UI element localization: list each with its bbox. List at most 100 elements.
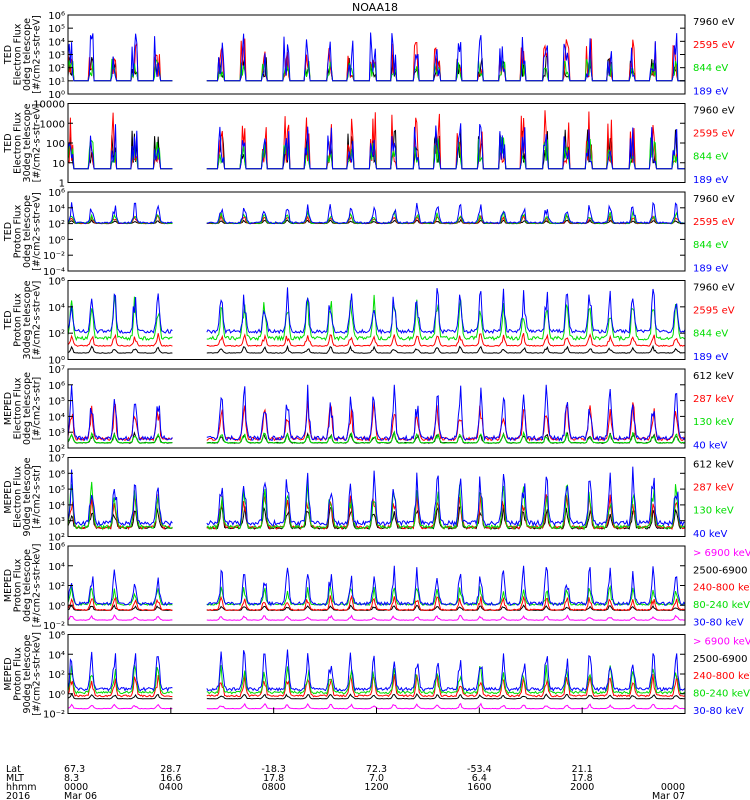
legend-entry: 844 eV (693, 152, 728, 163)
y-axis-label: Proton Flux (13, 293, 24, 347)
x-row-label: MLT (6, 773, 24, 784)
y-axis-label: TED (3, 222, 14, 242)
y-tick-label: 10⁰ (48, 690, 65, 701)
panel-3-traces (68, 287, 685, 354)
legend-entry: 7960 eV (693, 283, 735, 294)
y-tick-label: 10000 (33, 100, 65, 111)
legend-entry: 80-240 keV (693, 689, 750, 700)
x-tick-label: 28.7 (160, 764, 181, 775)
panel-0-traces (68, 32, 685, 82)
series-line-4-2 (68, 430, 685, 444)
y-tick-label: 10⁰ (48, 601, 65, 612)
y-axis-label: 0deg telescope (22, 18, 33, 91)
y-tick-label: 10² (48, 582, 65, 593)
y-tick-label: 10² (48, 444, 65, 455)
series-line-3-1 (68, 333, 685, 347)
y-tick-label: 10⁻⁴ (43, 267, 65, 278)
series-line-7-3 (68, 664, 685, 695)
series-line-0-3 (68, 32, 685, 82)
legend-entry: 2595 eV (693, 306, 735, 317)
y-tick-label: 10⁶ (48, 469, 65, 480)
y-axis-label: TED (3, 310, 14, 330)
x-row-label: hhmm (6, 782, 37, 793)
y-tick-label: 10⁴ (48, 412, 65, 423)
y-axis-label: [#/cm2-s-str-eV] (32, 192, 43, 271)
y-axis-label: MEPED (3, 480, 14, 513)
legend-entry: 287 keV (693, 394, 734, 405)
y-tick-label: 10⁴ (48, 650, 65, 661)
y-tick-label: 10⁰ (48, 90, 65, 101)
y-tick-label: 10⁴ (48, 562, 65, 573)
legend-entry: 189 eV (693, 175, 728, 186)
x-tick-label: 21.1 (572, 764, 593, 775)
x-tick-label: 1600 (467, 782, 491, 793)
legend-entry: 2595 eV (693, 129, 735, 140)
legend-entry: 844 eV (693, 240, 728, 251)
y-tick-label: 10⁴ (48, 204, 65, 215)
x-tick-label: 0000 (64, 782, 88, 793)
x-row-label: Lat (6, 764, 21, 775)
legend-entry: 30-80 keV (693, 617, 744, 628)
y-tick-label: 10¹ (48, 77, 65, 88)
x-tick-label: 0800 (262, 782, 286, 793)
y-axis-label: 90deg telescope (22, 457, 33, 536)
legend-entry: 40 keV (693, 529, 727, 540)
legend-entry: 287 keV (693, 483, 734, 494)
y-tick-label: 10⁰ (48, 235, 65, 246)
y-tick-label: 10² (48, 220, 65, 231)
y-tick-label: 10⁵ (48, 485, 65, 496)
y-tick-label: 10⁷ (48, 365, 65, 376)
x-tick-label: 17.8 (263, 773, 284, 784)
legend-entry: 189 eV (693, 352, 728, 363)
y-tick-label: 10² (48, 64, 65, 75)
y-axis-label: MEPED (3, 657, 14, 690)
y-axis-label: Electron Flux (13, 466, 24, 528)
panel-frame (67, 191, 686, 272)
legend-entry: 240-800 keV (693, 671, 750, 682)
x-tick-label: 6.4 (472, 773, 487, 784)
y-axis-label: [#/cm2-s-str-keV] (32, 544, 43, 628)
series-line-4-3 (68, 384, 685, 442)
legend-entry: 189 eV (693, 263, 728, 274)
y-axis-label: [#/cm2-s-str-keV] (32, 632, 43, 716)
y-tick-label: 10⁴ (48, 501, 65, 512)
y-axis-label: Proton Flux (13, 204, 24, 258)
legend-entry: 7960 eV (693, 17, 735, 28)
y-tick-label: 10⁶ (48, 542, 65, 553)
y-axis-label: Proton Flux (13, 558, 24, 612)
legend-entry: > 6900 keV (693, 637, 750, 648)
y-axis-label: Electron Flux (13, 377, 24, 439)
y-axis-label: 0deg telescope (22, 195, 33, 268)
y-axis-label: 90deg telescope (22, 634, 33, 713)
legend-entry: 844 eV (693, 63, 728, 74)
legend-entry: 2595 eV (693, 40, 735, 51)
y-tick-label: 10² (48, 329, 65, 340)
legend-entry: 189 eV (693, 86, 728, 97)
series-line-5-3 (68, 466, 685, 528)
y-axis-label: [#/cm2-s-str-eV] (32, 15, 43, 94)
y-tick-label: 10⁶ (48, 277, 65, 288)
panel-4-traces (68, 384, 685, 444)
x-tick-label: Mar 06 (64, 791, 97, 800)
y-tick-label: 10⁶ (48, 381, 65, 392)
legend-entry: 2500-6900 (693, 565, 748, 576)
panel-1-traces (68, 110, 685, 170)
y-tick-label: 10⁶ (48, 188, 65, 199)
series-line-6-4 (68, 565, 685, 607)
y-axis-label: TED (3, 45, 14, 65)
legend-entry: 2500-6900 (693, 654, 748, 665)
x-tick-label: 72.3 (366, 764, 387, 775)
y-axis-label: MEPED (3, 569, 14, 602)
x-tick-label: -53.4 (467, 764, 492, 775)
x-tick-label: 8.3 (64, 773, 79, 784)
legend-entry: 80-240 keV (693, 600, 750, 611)
series-line-7-2 (68, 673, 685, 698)
y-tick-label: 10⁴ (48, 37, 65, 48)
legend-entry: 130 keV (693, 506, 734, 517)
